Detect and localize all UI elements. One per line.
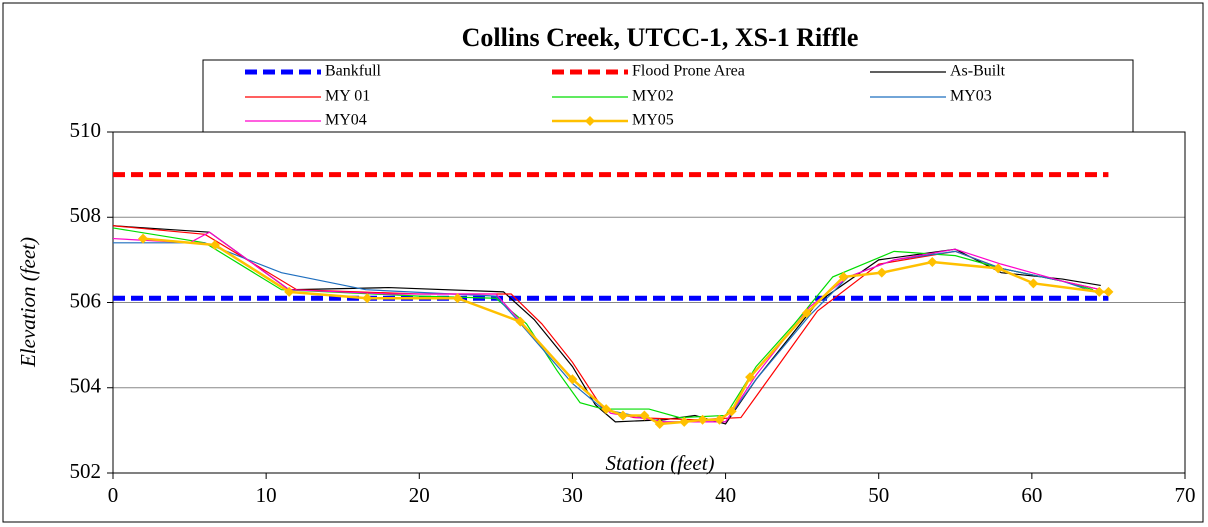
x-tick-label: 10	[256, 483, 277, 507]
y-tick-label: 508	[70, 203, 102, 227]
series-marker	[876, 267, 887, 278]
y-tick-label: 506	[70, 288, 102, 312]
series-marker	[452, 293, 463, 304]
x-tick-label: 20	[409, 483, 430, 507]
series-marker	[284, 286, 295, 297]
legend-label: MY02	[632, 88, 674, 105]
series-marker	[617, 410, 628, 421]
series-marker	[362, 293, 373, 304]
series-marker	[1103, 286, 1114, 297]
series-marker	[1094, 286, 1105, 297]
legend-label: As-Built	[950, 63, 1006, 80]
x-tick-label: 70	[1175, 483, 1196, 507]
series-marker	[745, 372, 756, 383]
y-tick-label: 502	[70, 459, 102, 483]
series-marker	[654, 418, 665, 429]
legend-label: Bankfull	[325, 63, 382, 80]
x-tick-label: 0	[108, 483, 119, 507]
series-marker	[639, 410, 650, 421]
series-marker	[993, 263, 1004, 274]
x-tick-label: 40	[715, 483, 736, 507]
x-tick-label: 60	[1021, 483, 1042, 507]
series-marker	[679, 416, 690, 427]
legend-label: MY04	[325, 112, 367, 129]
y-axis-label: Elevation (feet)	[16, 237, 40, 368]
series-marker	[138, 233, 149, 244]
legend-label: MY05	[632, 112, 674, 129]
series-marker	[697, 414, 708, 425]
series-marker	[601, 404, 612, 415]
plot-area	[112, 131, 1186, 474]
y-tick-label: 510	[70, 118, 102, 142]
series-marker	[714, 414, 725, 425]
series-marker	[801, 308, 812, 319]
x-axis-label: Station (feet)	[605, 451, 714, 475]
legend-box	[202, 59, 1134, 133]
series-marker	[927, 257, 938, 268]
legend-label: Flood Prone Area	[632, 63, 745, 80]
chart-title: Collins Creek, UTCC-1, XS-1 Riffle	[462, 23, 859, 52]
series-marker	[726, 406, 737, 417]
x-tick-label: 50	[868, 483, 889, 507]
series-marker	[209, 239, 220, 250]
series-marker	[515, 316, 526, 327]
legend-label: MY03	[950, 88, 992, 105]
series-marker	[838, 271, 849, 282]
series-marker	[1028, 278, 1039, 289]
x-tick-label: 30	[562, 483, 583, 507]
series-marker	[567, 374, 578, 385]
y-tick-label: 504	[70, 374, 102, 398]
series-line	[142, 237, 1109, 426]
legend-marker	[585, 116, 595, 126]
series-line	[112, 227, 1094, 419]
legend-label: MY 01	[325, 88, 370, 105]
